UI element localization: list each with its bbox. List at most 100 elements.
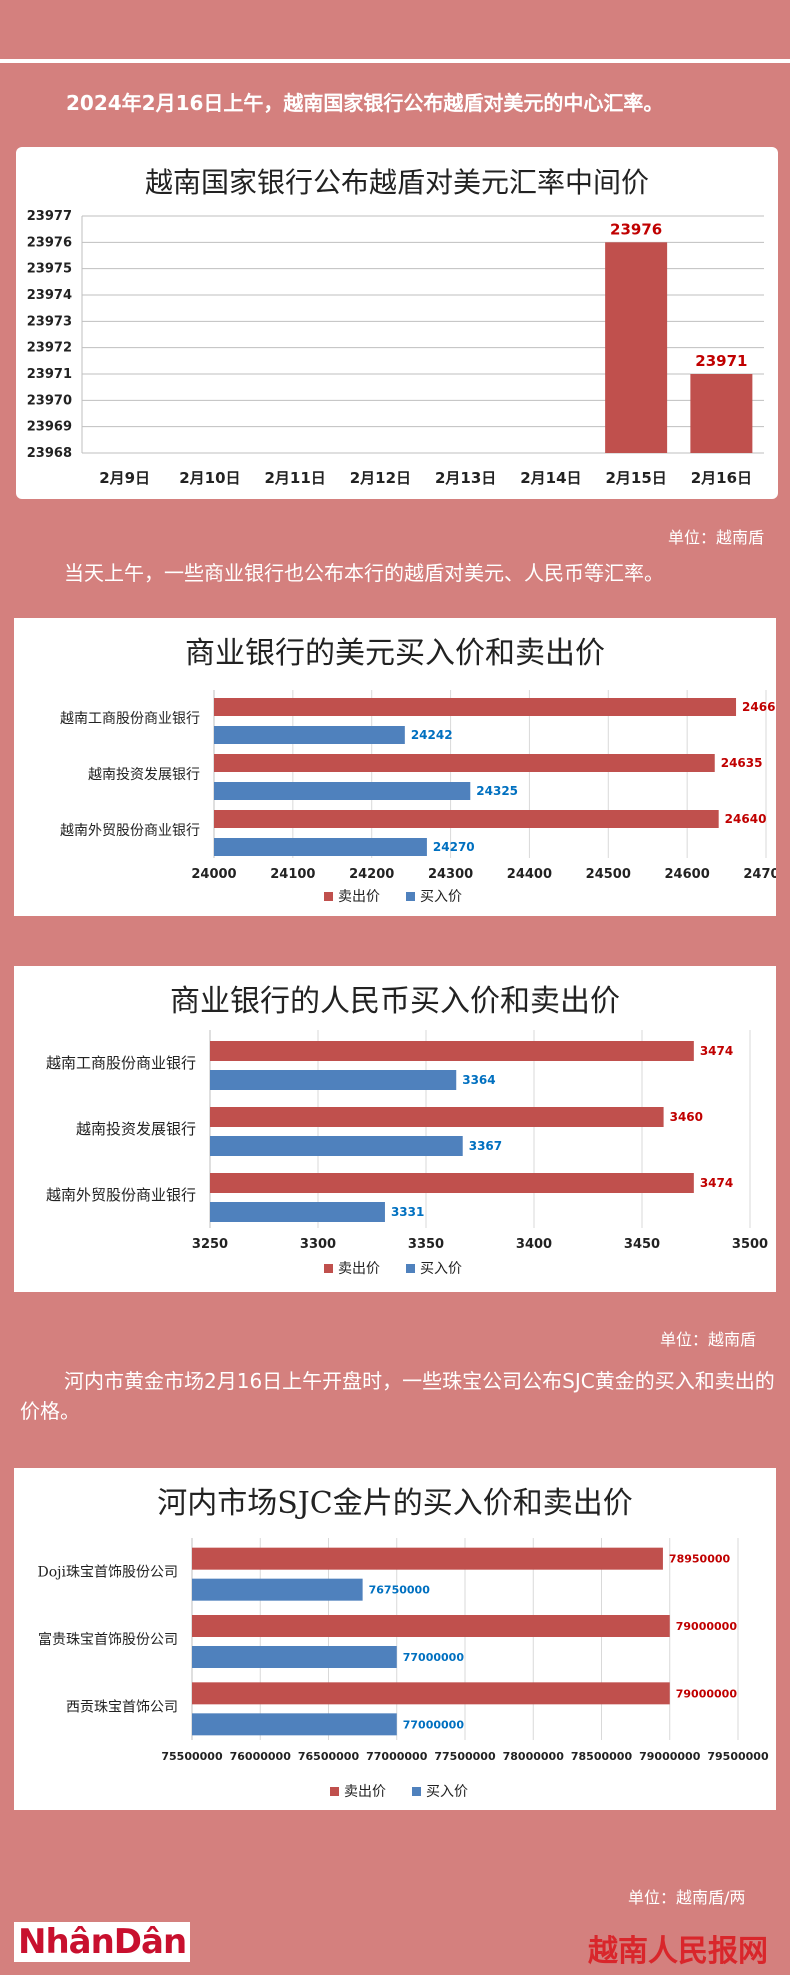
sell-bar: [214, 698, 737, 716]
x-tick-label: 3250: [192, 1237, 228, 1252]
buy-bar: [214, 838, 427, 856]
x-tick-label: 79000000: [639, 1750, 701, 1763]
top-band: [0, 0, 790, 59]
nhandan-logo[interactable]: NhânDân: [14, 1922, 191, 1962]
x-tick-label: 2月12日: [350, 469, 411, 487]
y-tick-label: 23971: [27, 367, 72, 382]
x-tick-label: 79500000: [707, 1750, 769, 1763]
data-label: 3474: [700, 1176, 733, 1190]
y-tick-label: 23974: [27, 288, 72, 303]
buy-bar: [214, 726, 405, 744]
chart-title: 越南国家银行公布越盾对美元汇率中间价: [144, 166, 649, 199]
buy-bar: [214, 782, 471, 800]
x-tick-label: 24700: [743, 867, 776, 882]
x-tick-label: 2月9日: [99, 469, 150, 487]
legend-label: 卖出价: [344, 1784, 386, 1800]
x-tick-label: 24000: [191, 867, 236, 882]
chart-svg: 23977 23976 23975 23974 23973 23972 23971 23970…: [27, 209, 764, 487]
data-label: 23971: [695, 352, 747, 370]
sell-bar: [214, 810, 719, 828]
intro-paragraph-3: 河内市黄金市场2月16日上午开盘时，一些珠宝公司公布SJC黄金的买入和卖出的价格…: [20, 1369, 775, 1423]
sell-bar: [210, 1173, 694, 1193]
data-label: 78950000: [669, 1553, 731, 1566]
x-tick-label: 24300: [428, 867, 473, 882]
y-tick-label: 23970: [27, 393, 72, 408]
data-label: 77000000: [403, 1718, 465, 1731]
sell-bar: [210, 1041, 694, 1061]
buy-bar: [210, 1070, 457, 1090]
sell-bar: [210, 1107, 664, 1127]
data-label: 24242: [411, 728, 453, 742]
chart-cny-bank-rates: 商业银行的人民币买入价和卖出价 3250 3300 3350 3400 3450 3500…: [14, 966, 776, 1292]
y-tick-label: 23968: [27, 446, 72, 461]
x-tick-label: 77500000: [434, 1750, 496, 1763]
category-label: 富贵珠宝首饰股份公司: [38, 1631, 178, 1648]
data-label: 24635: [721, 756, 763, 770]
x-tick-label: 3400: [516, 1237, 552, 1252]
x-tick-label: 24600: [665, 867, 710, 882]
sell-bar: [192, 1615, 670, 1637]
y-tick-label: 23972: [27, 341, 72, 356]
data-label: 24325: [476, 784, 518, 798]
data-label: 79000000: [676, 1687, 738, 1700]
y-tick-label: 23975: [27, 262, 72, 277]
y-tick-label: 23973: [27, 314, 72, 329]
chart-title: 河内市场SJC金片的买入价和卖出价: [157, 1486, 633, 1521]
category-label: Doji珠宝首饰股份公司: [38, 1565, 178, 1581]
legend-label: 卖出价: [338, 1261, 380, 1277]
category-label: 越南外贸股份商业银行: [46, 1186, 196, 1204]
x-tick-label: 76500000: [298, 1750, 360, 1763]
buy-bar: [192, 1713, 397, 1736]
chart-title: 商业银行的人民币买入价和卖出价: [170, 984, 620, 1019]
y-tick-label: 23976: [27, 235, 72, 250]
unit-label-1: 单位：越南盾: [668, 528, 765, 547]
buy-bar: [210, 1202, 385, 1222]
sell-bar: [214, 754, 715, 772]
x-tick-label: 3450: [624, 1237, 660, 1252]
chart-svg: 24000 24100 24200 24300 24400 24500 24600 24700…: [60, 690, 776, 905]
x-tick-label: 2月13日: [435, 469, 496, 487]
legend-swatch: [324, 892, 333, 901]
legend-swatch: [330, 1787, 339, 1796]
y-tick-label: 23977: [27, 209, 72, 224]
x-tick-label: 24500: [586, 867, 631, 882]
y-tick-label: 23969: [27, 420, 72, 435]
chart-usd-bank-rates: 商业银行的美元买入价和卖出价 24000 24100 24200 24300 24400…: [14, 618, 776, 916]
data-label: 3474: [700, 1044, 733, 1058]
category-label: 越南工商股份商业银行: [60, 711, 200, 727]
intro-paragraph-1: 2024年2月16日上午，越南国家银行公布越盾对美元的中心汇率。: [66, 91, 664, 115]
bar: [690, 374, 753, 453]
sell-bar: [192, 1547, 663, 1570]
x-tick-label: 78000000: [503, 1750, 565, 1763]
x-tick-label: 24400: [507, 867, 552, 882]
data-label: 79000000: [676, 1620, 738, 1633]
legend-swatch: [412, 1787, 421, 1796]
category-label: 越南外贸股份商业银行: [60, 823, 200, 839]
x-tick-label: 3350: [408, 1237, 444, 1252]
chart-svg: 3250 3300 3350 3400 3450 3500 越南工商股份商业银行 3474 33…: [46, 1030, 768, 1277]
buy-bar: [192, 1578, 363, 1601]
x-tick-label: 2月15日: [605, 469, 666, 487]
legend-label: 卖出价: [338, 889, 380, 905]
legend-label: 买入价: [426, 1784, 468, 1800]
intro-paragraph-2: 当天上午，一些商业银行也公布本行的越盾对美元、人民币等汇率。: [64, 561, 664, 585]
category-label: 越南投资发展银行: [88, 767, 200, 783]
x-tick-label: 2月16日: [691, 469, 752, 487]
x-tick-label: 3500: [732, 1237, 768, 1252]
data-label: 24270: [433, 840, 475, 854]
x-tick-label: 76000000: [230, 1750, 292, 1763]
legend-swatch: [406, 892, 415, 901]
x-tick-label: 3300: [300, 1237, 336, 1252]
category-label: 西贡珠宝首饰公司: [66, 1699, 178, 1715]
chart-title: 商业银行的美元买入价和卖出价: [185, 636, 605, 671]
data-label: 3460: [670, 1110, 703, 1124]
chart-svg: 75500000 76000000 76500000 77000000 77500000…: [38, 1538, 769, 1800]
buy-bar: [192, 1646, 397, 1668]
category-label: 越南投资发展银行: [76, 1120, 196, 1138]
site-name[interactable]: 越南人民报网: [588, 1934, 768, 1969]
data-label: 3367: [469, 1139, 502, 1153]
bar: [605, 242, 668, 453]
x-tick-label: 75500000: [161, 1750, 223, 1763]
data-label: 77000000: [403, 1651, 465, 1664]
